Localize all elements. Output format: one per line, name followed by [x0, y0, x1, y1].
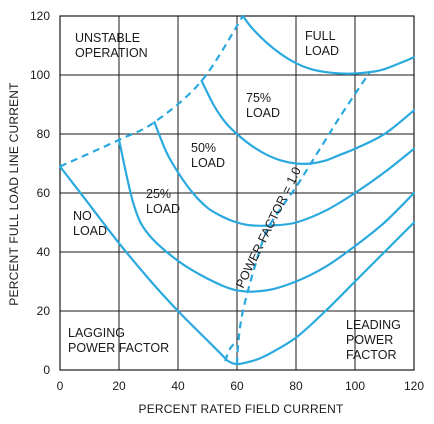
y-tick-label: 40 [37, 245, 51, 259]
x-tick-label: 60 [230, 379, 244, 393]
stability-limit-line [59, 15, 244, 168]
y-tick-label: 80 [37, 127, 51, 141]
x-tick-label: 120 [404, 379, 424, 393]
unstable-operation-label: UNSTABLE OPERATION [75, 31, 148, 60]
y-tick-label: 120 [30, 9, 50, 23]
power-factor-label: POWER FACTOR = 1.0 [233, 165, 304, 291]
unity-power-factor-line [235, 71, 371, 365]
x-tick-label: 0 [57, 379, 64, 393]
load-25-curve [117, 138, 416, 293]
y-tick-label: 60 [37, 186, 51, 200]
y-tick-labels: 0 20 40 60 80 100 120 [30, 9, 50, 377]
full-load-label: FULL LOAD [305, 29, 339, 58]
y-tick-label: 0 [43, 363, 50, 377]
x-tick-labels: 0 20 40 60 80 100 120 [57, 379, 425, 393]
y-tick-label: 100 [30, 68, 50, 82]
x-tick-label: 20 [112, 379, 126, 393]
y-tick-label: 20 [37, 304, 51, 318]
no-load-label: NO LOAD [73, 209, 107, 238]
lagging-power-factor-label: LAGGING POWER FACTOR [68, 326, 169, 355]
x-tick-label: 100 [345, 379, 365, 393]
no-load-curve [58, 165, 416, 366]
y-axis-title: PERCENT FULL LOAD LINE CURRENT [7, 82, 21, 306]
load-50-label: 50% LOAD [191, 141, 225, 170]
x-tick-label: 80 [289, 379, 303, 393]
x-tick-label: 40 [171, 379, 185, 393]
leading-power-factor-label: LEADING POWER FACTOR [346, 318, 401, 362]
curve-layer [58, 14, 416, 366]
load-50-curve [153, 121, 416, 227]
load-25-label: 25% LOAD [146, 187, 180, 216]
load-75-curve [200, 79, 416, 165]
load-75-label: 75% LOAD [246, 91, 280, 120]
no-load-dashed-tail-line [224, 339, 238, 362]
full-load-curve [241, 14, 416, 75]
grid-layer [60, 16, 414, 370]
x-axis-title: PERCENT RATED FIELD CURRENT [139, 402, 344, 416]
